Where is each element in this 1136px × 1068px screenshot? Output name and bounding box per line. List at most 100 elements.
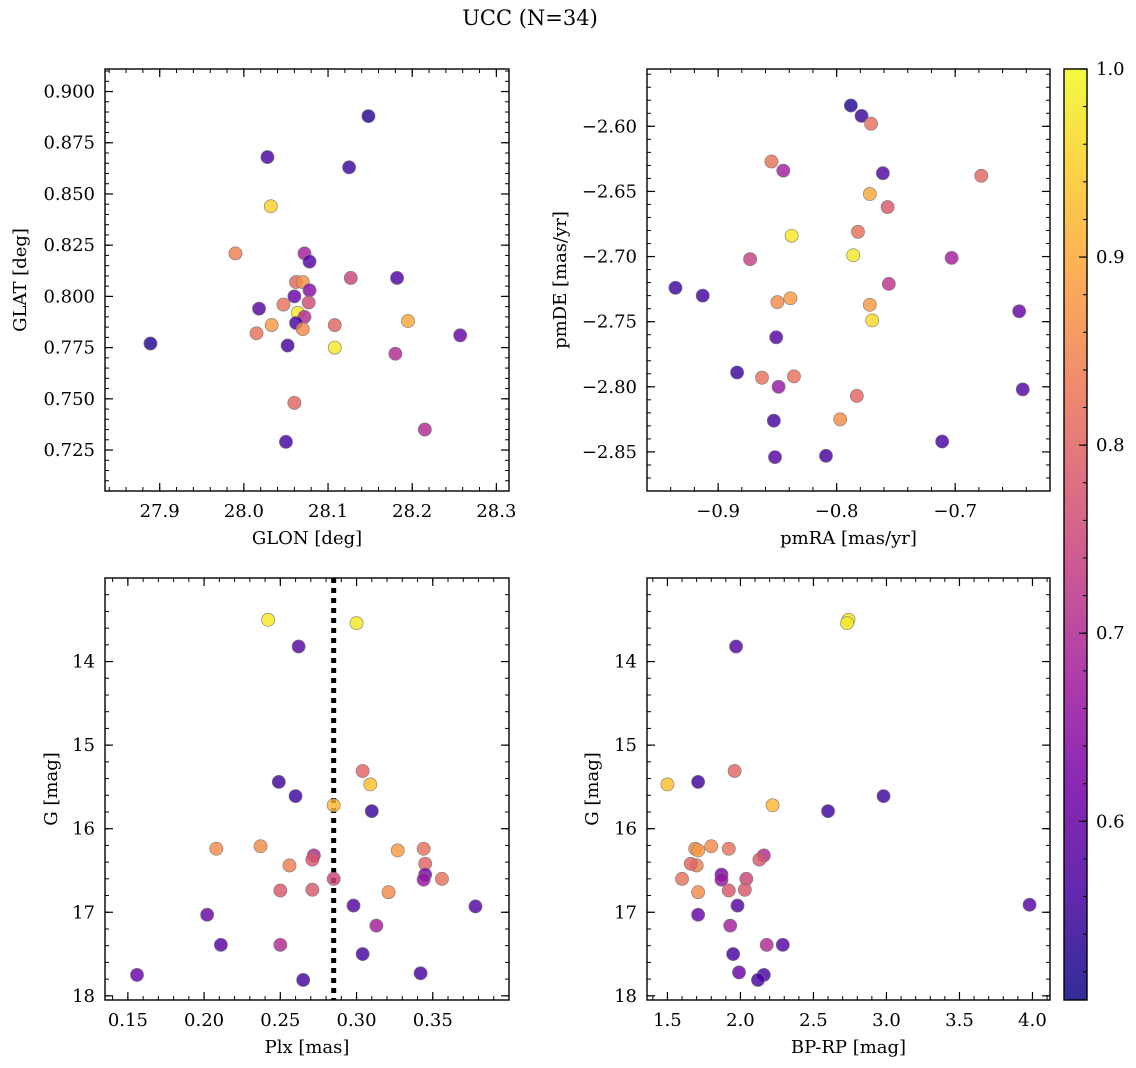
scatter-point xyxy=(714,872,729,887)
y-tick-label: 0.900 xyxy=(43,82,95,103)
scatter-point xyxy=(770,295,785,310)
scatter-point xyxy=(355,764,370,778)
y-tick-label: −2.70 xyxy=(582,247,637,268)
scatter-point xyxy=(840,616,854,631)
scatter-point xyxy=(775,937,790,952)
scatter-point xyxy=(729,639,743,654)
scatter-point xyxy=(875,166,890,181)
y-tick: −2.60 xyxy=(582,116,1050,137)
scatter-point xyxy=(401,314,415,328)
x-tick-label: 27.9 xyxy=(140,501,180,522)
scatter-point xyxy=(381,885,396,900)
scatter-point xyxy=(369,918,384,933)
y-tick-label: 14 xyxy=(614,652,637,673)
x-tick: −0.7 xyxy=(933,69,977,522)
y-tick: −2.70 xyxy=(582,247,1050,268)
colorbar-tick: 0.7 xyxy=(1079,623,1125,644)
x-tick: 28.1 xyxy=(308,69,348,522)
scatter-point xyxy=(355,947,370,961)
scatter-point xyxy=(864,116,878,131)
scatter-point xyxy=(846,248,861,263)
scatter-point xyxy=(721,841,736,856)
x-tick-label: 2.5 xyxy=(799,1010,828,1031)
scatter-point xyxy=(876,789,891,804)
x-tick-label: 0.30 xyxy=(337,1010,377,1031)
y-tick-label: −2.80 xyxy=(582,377,637,398)
scatter-point xyxy=(213,937,228,952)
scatter-point xyxy=(1012,304,1027,319)
x-tick: 3.0 xyxy=(872,578,901,1031)
scatter-point xyxy=(279,434,293,449)
x-tick: 1.5 xyxy=(653,578,682,1031)
y-tick: −2.80 xyxy=(582,377,1050,398)
scatter-point xyxy=(765,798,780,813)
x-tick-label: 28.0 xyxy=(224,501,264,522)
y-tick-label: 0.850 xyxy=(43,184,95,205)
scatter-point xyxy=(273,937,288,952)
y-tick-label: 17 xyxy=(72,902,95,923)
colorbar: 0.6 0.7 0.8 0.9 1.0 xyxy=(1063,59,1125,1001)
scatter-point xyxy=(273,883,288,898)
scatter-point xyxy=(291,639,306,654)
y-tick-label: −2.75 xyxy=(582,312,637,333)
x-tick-label: −0.8 xyxy=(815,501,859,522)
scatter-point xyxy=(143,336,158,351)
scatter-point xyxy=(253,839,268,854)
scatter-point xyxy=(783,291,798,306)
scatter-point xyxy=(865,313,880,328)
scatter-point xyxy=(280,338,295,353)
colorbar-tick: 1.0 xyxy=(1079,59,1125,80)
y-tick: 15 xyxy=(72,735,509,756)
x-tick-label: 0.25 xyxy=(260,1010,300,1031)
panel-plx-g: 0.15 0.20 0.25 0.30 0.35 14 15 16 17 18 Plx [mas] G… xyxy=(41,577,510,1058)
y-tick: 15 xyxy=(614,735,1050,756)
scatter-point xyxy=(342,160,356,175)
scatter-point xyxy=(691,774,706,789)
scatter-point xyxy=(263,199,278,214)
y-tick-label: 16 xyxy=(72,819,95,840)
scatter-point xyxy=(764,154,779,169)
y-tick-label: 0.775 xyxy=(43,338,95,359)
x-axis-label: Plx [mas] xyxy=(265,1037,350,1058)
y-tick: 0.750 xyxy=(43,389,509,410)
x-tick-label: −0.9 xyxy=(696,501,740,522)
scatter-point xyxy=(390,843,405,858)
axes-frame xyxy=(646,68,1051,492)
scatter-point xyxy=(776,163,791,178)
x-tick: −0.9 xyxy=(696,69,740,522)
scatter-point xyxy=(1015,382,1030,397)
scatter-point xyxy=(1022,897,1037,912)
scatter-point xyxy=(732,965,746,980)
y-tick-label: 17 xyxy=(614,902,637,923)
y-tick-label: 14 xyxy=(72,652,95,673)
x-tick-label: −0.7 xyxy=(933,501,977,522)
colorbar-tick-label: 0.6 xyxy=(1096,811,1125,832)
scatter-point xyxy=(302,254,317,269)
scatter-point xyxy=(343,271,358,285)
scatter-point xyxy=(683,856,698,871)
x-tick: 2.0 xyxy=(726,578,755,1031)
scatter-point xyxy=(768,450,782,465)
x-tick-label: 0.35 xyxy=(413,1010,453,1031)
y-tick: 16 xyxy=(72,819,509,840)
scatter-point xyxy=(327,340,342,355)
scatter-point xyxy=(346,898,361,913)
scatter-point xyxy=(821,804,835,819)
scatter-point xyxy=(730,898,745,913)
y-tick: 14 xyxy=(72,652,509,673)
scatter-point xyxy=(691,843,706,858)
scatter-point xyxy=(282,858,297,873)
y-tick-label: 0.825 xyxy=(43,235,95,256)
scatter-point xyxy=(862,187,877,201)
scatter-point xyxy=(287,289,302,304)
x-tick-label: 3.5 xyxy=(945,1010,974,1031)
y-tick-label: 16 xyxy=(614,819,637,840)
colorbar-tick-label: 0.7 xyxy=(1096,623,1125,644)
y-tick: 18 xyxy=(614,986,1050,1007)
scatter-point xyxy=(364,804,379,819)
scatter-point xyxy=(737,882,752,897)
axes-frame xyxy=(104,68,510,492)
y-tick: 0.775 xyxy=(43,338,509,359)
scatter-point xyxy=(200,907,215,922)
scatter-point xyxy=(723,918,738,933)
